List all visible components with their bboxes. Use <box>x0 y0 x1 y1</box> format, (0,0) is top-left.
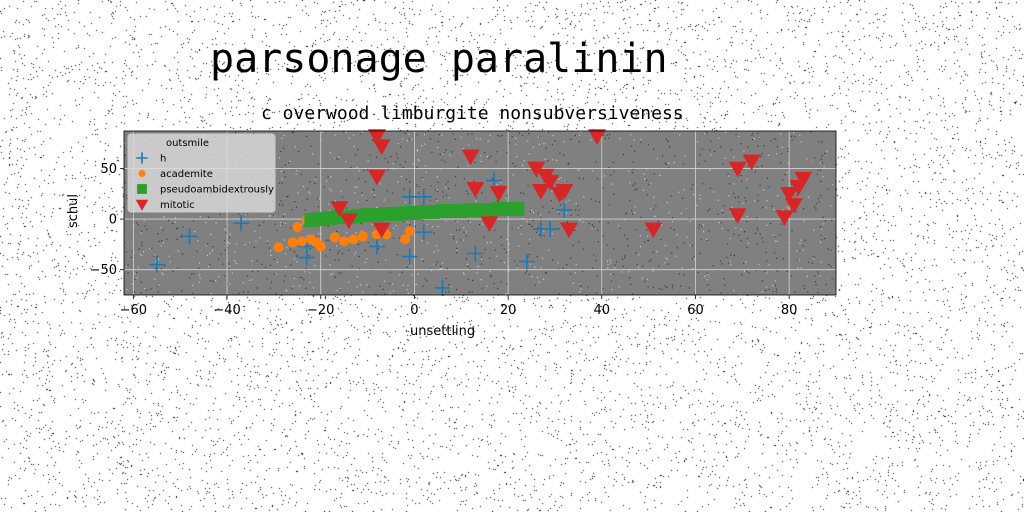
point-h <box>486 172 503 189</box>
x-axis-label: unsettling <box>410 324 475 339</box>
point-academite <box>348 234 359 245</box>
point-academite <box>404 226 415 237</box>
point-h <box>542 221 559 238</box>
legend-entry: pseudoambidextrously <box>160 185 274 196</box>
point-mitotic <box>489 186 508 202</box>
point-mitotic <box>588 129 607 146</box>
point-h <box>148 256 165 273</box>
point-academite <box>297 236 307 247</box>
point-h <box>556 201 573 218</box>
point-mitotic <box>339 213 358 230</box>
legend-entry: academite <box>160 169 213 180</box>
x-tick-label: −60 <box>120 303 147 318</box>
data-points <box>148 129 813 296</box>
y-axis-label: schul <box>66 194 81 228</box>
point-mitotic <box>644 222 663 239</box>
point-h <box>415 224 432 241</box>
legend-marker-academite <box>138 170 146 177</box>
legend-marker-pseudoambidextrously <box>137 184 147 194</box>
point-mitotic <box>527 161 546 178</box>
point-mitotic <box>560 222 578 239</box>
point-mitotic <box>555 183 574 200</box>
point-mitotic <box>367 129 386 146</box>
point-h <box>401 248 418 265</box>
point-academite <box>400 234 411 245</box>
point-mitotic <box>372 139 391 156</box>
page-title: parsonage paralinin <box>210 36 668 82</box>
point-mitotic <box>367 169 386 186</box>
y-axis: −50 0 50 <box>90 162 124 278</box>
legend-entry: h <box>160 154 166 165</box>
point-mitotic <box>330 201 349 217</box>
legend-title: outsmile <box>166 138 209 149</box>
point-h <box>518 253 535 270</box>
point-academite <box>315 241 326 252</box>
point-mitotic <box>531 183 550 200</box>
point-mitotic <box>461 149 480 166</box>
point-mitotic <box>784 198 803 214</box>
x-tick-label: 0 <box>410 303 418 318</box>
point-mitotic <box>466 181 485 198</box>
point-mitotic <box>775 210 794 227</box>
legend-entry: mitotic <box>160 200 195 211</box>
point-mitotic <box>728 161 747 178</box>
x-axis: −60 −40 −20 0 20 40 60 80 <box>120 295 798 318</box>
point-h <box>467 245 484 262</box>
point-academite <box>339 236 350 247</box>
point-academite <box>287 237 298 248</box>
legend-marker-mitotic <box>135 199 149 211</box>
point-academite <box>273 242 284 253</box>
point-mitotic <box>541 174 560 191</box>
point-h <box>181 228 198 245</box>
point-h <box>298 249 315 266</box>
x-tick-label: −40 <box>213 303 240 318</box>
point-mitotic <box>794 171 813 188</box>
legend-box <box>127 133 276 213</box>
point-h <box>415 188 432 205</box>
point-mitotic <box>780 187 799 203</box>
plot-frame <box>123 130 837 296</box>
point-mitotic <box>728 208 747 225</box>
point-academite <box>292 222 303 233</box>
x-tick-label: 80 <box>781 303 798 318</box>
point-pseudoambidextrously <box>510 201 525 216</box>
point-academite <box>357 231 368 242</box>
point-h <box>233 215 250 232</box>
point-h <box>434 279 451 296</box>
point-mitotic <box>372 222 391 239</box>
chart-subtitle: c overwood limburgite nonsubversiveness <box>261 103 684 124</box>
point-h <box>368 238 385 255</box>
point-mitotic <box>742 154 761 171</box>
y-tick-label: −50 <box>90 263 117 278</box>
point-h <box>401 188 418 205</box>
legend: outsmile h academite pseudoambidextrously m… <box>127 133 276 213</box>
legend-marker-h <box>136 152 148 164</box>
y-tick-label: 0 <box>109 213 117 228</box>
point-mitotic <box>480 216 499 233</box>
point-academite <box>329 232 340 243</box>
x-tick-label: 40 <box>594 303 611 318</box>
x-tick-label: 20 <box>500 303 517 318</box>
x-tick-label: −20 <box>307 303 334 318</box>
x-tick-label: 60 <box>687 303 704 318</box>
y-tick-label: 50 <box>100 162 117 177</box>
grid <box>124 131 836 295</box>
